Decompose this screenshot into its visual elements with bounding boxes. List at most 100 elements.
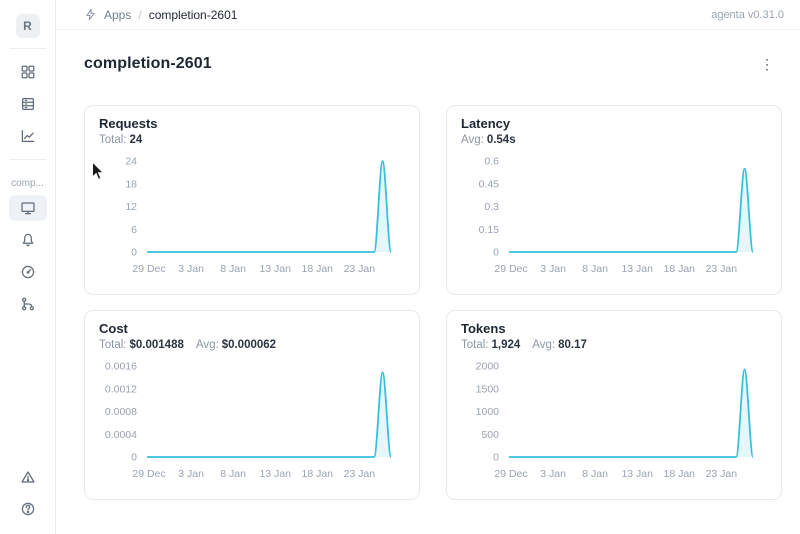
sidebar-nav-bottom — [9, 464, 47, 534]
page-head: completion-2601 ⋮ — [84, 53, 782, 75]
card-stats: Total: 24 — [99, 134, 405, 146]
metric-card-requests: Requests Total: 24 0 6 12 18 24 29 Dec 3 Jan 8 Jan… — [84, 105, 420, 295]
y-tick-label: 0.0004 — [105, 429, 137, 441]
observability-chart-icon — [21, 129, 34, 143]
stat-value: 24 — [129, 134, 143, 146]
breadcrumb: Apps / completion-2601 — [84, 8, 237, 22]
version-label: agenta v0.31.0 — [711, 8, 784, 21]
page-title: completion-2601 — [84, 55, 212, 72]
card-title: Tokens — [461, 321, 506, 336]
stat: Avg: 80.17 — [532, 339, 587, 351]
y-tick-label: 6 — [131, 224, 137, 236]
content-area: Apps / completion-2601 agenta v0.31.0 co… — [56, 0, 800, 534]
stat: Avg: 0.54s — [461, 134, 516, 146]
metrics-grid: Requests Total: 24 0 6 12 18 24 29 Dec 3 Jan 8 Jan… — [84, 105, 782, 500]
x-tick-label: 23 Jan — [344, 263, 376, 275]
latency-chart[interactable]: 0 0.15 0.3 0.45 0.6 29 Dec 3 Jan 8 Jan 13 Jan 18 … — [461, 148, 767, 284]
apps-grid-icon — [21, 65, 34, 79]
sidebar-item-evaluations[interactable] — [9, 259, 47, 285]
warning-triangle-icon — [20, 471, 35, 483]
sidebar-item-traces[interactable] — [9, 291, 47, 317]
registry-table-icon — [21, 97, 34, 111]
y-tick-label: 12 — [125, 201, 137, 213]
card-title: Latency — [461, 116, 511, 131]
stat: Total: 24 — [99, 134, 142, 146]
stat-label: Avg: — [532, 339, 556, 351]
stat-value: 1,924 — [491, 339, 521, 351]
main-panel: completion-2601 ⋮ Requests Total: 24 0 6 12 18… — [56, 30, 800, 534]
x-tick-label: 18 Jan — [664, 468, 696, 480]
stat-value: 0.54s — [486, 134, 516, 146]
sidebar-item-help[interactable] — [9, 496, 47, 522]
x-tick-label: 23 Jan — [706, 468, 738, 480]
x-tick-label: 23 Jan — [344, 468, 376, 480]
card-title: Cost — [99, 321, 128, 336]
breadcrumb-apps[interactable]: Apps — [104, 7, 132, 22]
x-tick-label: 18 Jan — [664, 263, 696, 275]
tokens-chart[interactable]: 0 500 1000 1500 2000 29 Dec 3 Jan 8 Jan 13 Jan 18… — [461, 353, 767, 489]
latency-line — [508, 167, 754, 253]
card-stats: Avg: 0.54s — [461, 134, 767, 146]
bell-icon — [22, 233, 33, 247]
card-title: Requests — [99, 116, 158, 131]
overview-monitor-icon — [20, 202, 35, 215]
stat-label: Avg: — [195, 339, 219, 351]
sidebar-item-overview[interactable] — [8, 195, 47, 221]
breadcrumb-current: completion-2601 — [148, 7, 238, 22]
x-tick-label: 8 Jan — [220, 263, 246, 275]
cost-area — [147, 372, 391, 457]
metric-card-cost: Cost Total: $0.001488 Avg: $0.000062 0 0.0004 0… — [84, 310, 420, 500]
sidebar-item-registry[interactable] — [9, 91, 47, 117]
workspace-logo[interactable]: R — [15, 14, 40, 38]
latency-area — [509, 168, 753, 252]
gauge-icon — [21, 265, 34, 279]
x-tick-label: 29 Dec — [132, 263, 165, 275]
topbar: Apps / completion-2601 agenta v0.31.0 — [56, 0, 800, 30]
sidebar-divider — [9, 48, 46, 49]
y-tick-label: 1000 — [476, 406, 500, 418]
x-tick-label: 13 Jan — [259, 263, 291, 275]
y-tick-label: 0.0008 — [105, 406, 137, 418]
sidebar-item-alerts[interactable] — [9, 227, 47, 253]
sidebar-nav-app — [8, 195, 47, 317]
breadcrumb-separator: / — [138, 7, 142, 22]
y-tick-label: 0.45 — [479, 178, 500, 190]
traces-tree-icon — [21, 297, 34, 311]
kebab-menu-button[interactable]: ⋮ — [752, 53, 782, 75]
metric-card-latency: Latency Avg: 0.54s 0 0.15 0.3 0.45 0.6 29 Dec 3 J… — [446, 105, 782, 295]
help-circle-icon — [21, 502, 34, 516]
stat-label: Total: — [99, 134, 127, 146]
stat-label: Total: — [99, 339, 127, 351]
y-tick-label: 18 — [125, 178, 137, 190]
sidebar-item-observability[interactable] — [9, 123, 47, 149]
stat-value: $0.000062 — [221, 339, 277, 351]
stat-value: 80.17 — [558, 339, 587, 351]
x-tick-label: 3 Jan — [178, 263, 204, 275]
sidebar-item-whats-new[interactable] — [9, 464, 47, 490]
cost-chart[interactable]: 0 0.0004 0.0008 0.0012 0.0016 29 Dec 3 Jan 8 Ja… — [99, 353, 405, 489]
sidebar-nav-top — [9, 59, 47, 149]
requests-chart[interactable]: 0 6 12 18 24 29 Dec 3 Jan 8 Jan 13 Jan 18 Jan 23 J… — [99, 148, 405, 284]
y-tick-label: 0.0012 — [105, 383, 137, 395]
x-tick-label: 29 Dec — [494, 263, 527, 275]
x-tick-label: 23 Jan — [706, 263, 738, 275]
x-tick-label: 8 Jan — [220, 468, 246, 480]
stat-label: Avg: — [461, 134, 484, 146]
y-tick-label: 500 — [481, 429, 499, 441]
tokens-area — [509, 369, 753, 457]
x-tick-label: 3 Jan — [178, 468, 204, 480]
workspace-logo-letter: R — [23, 19, 32, 33]
sidebar-item-apps[interactable] — [9, 59, 47, 85]
y-tick-label: 24 — [125, 156, 137, 168]
y-tick-label: 0.0016 — [105, 361, 137, 373]
y-tick-label: 0.6 — [484, 156, 499, 168]
sidebar-app-label: comp... — [11, 178, 44, 189]
y-tick-label: 0 — [493, 247, 499, 259]
y-tick-label: 2000 — [476, 361, 500, 373]
requests-area — [147, 161, 391, 252]
x-tick-label: 3 Jan — [540, 263, 566, 275]
sidebar: R — [0, 0, 56, 534]
x-tick-label: 18 Jan — [302, 468, 334, 480]
card-stats: Total: 1,924 Avg: 80.17 — [461, 339, 767, 351]
